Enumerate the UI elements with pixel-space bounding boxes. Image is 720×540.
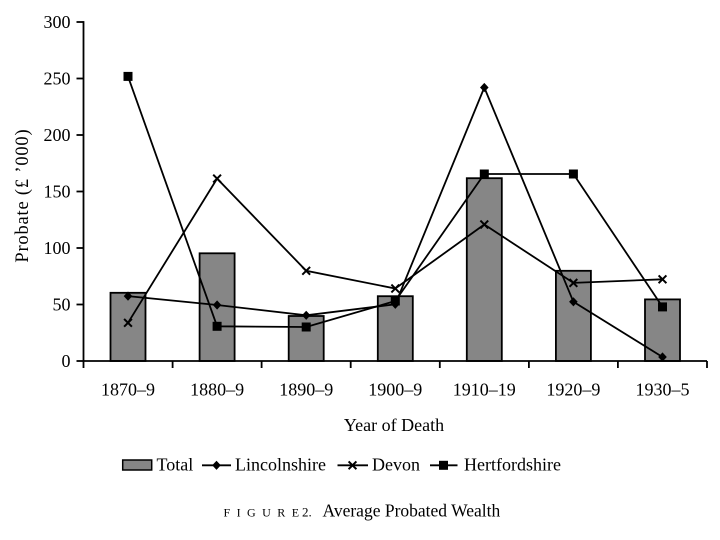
svg-text:1930–5: 1930–5 [636,380,690,400]
svg-text:Lincolnshire: Lincolnshire [235,455,326,475]
svg-text:1890–9: 1890–9 [279,380,333,400]
svg-text:1920–9: 1920–9 [546,380,600,400]
svg-text:Hertfordshire: Hertfordshire [464,455,561,475]
svg-text:0: 0 [62,351,71,371]
svg-text:1910–19: 1910–19 [453,380,516,400]
svg-text:Year of Death: Year of Death [344,415,444,435]
svg-text:150: 150 [44,182,71,202]
svg-text:Probate (£ ’000): Probate (£ ’000) [13,129,33,263]
svg-text:2.: 2. [302,505,312,520]
svg-text:Total: Total [157,455,194,475]
svg-text:Devon: Devon [372,455,420,475]
svg-text:50: 50 [53,295,71,315]
svg-text:250: 250 [44,69,71,89]
svg-text:1900–9: 1900–9 [368,380,422,400]
svg-text:FIGURE: FIGURE [224,506,306,520]
svg-text:200: 200 [44,125,71,145]
svg-text:100: 100 [44,238,71,258]
svg-text:1880–9: 1880–9 [190,380,244,400]
svg-text:300: 300 [44,12,71,32]
svg-text:1870–9: 1870–9 [101,380,155,400]
svg-text:Average Probated Wealth: Average Probated Wealth [323,501,501,521]
